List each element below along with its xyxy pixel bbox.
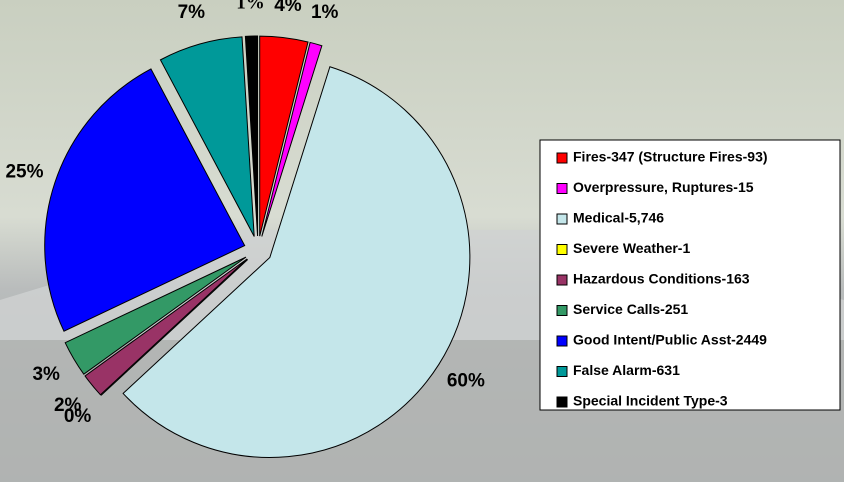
legend-label: Severe Weather-1 [573, 240, 690, 256]
legend-label: False Alarm-631 [573, 362, 680, 378]
data-label: 7% [178, 2, 206, 23]
data-label: 2% [54, 395, 82, 416]
legend-label: Overpressure, Ruptures-15 [573, 179, 754, 195]
legend-label: Hazardous Conditions-163 [573, 271, 750, 287]
data-label: 1% [311, 2, 339, 23]
data-label: 60% [447, 371, 485, 392]
data-label: 1% [236, 0, 265, 13]
legend-swatch [557, 306, 567, 316]
legend-label: Fires-347 (Structure Fires-93) [573, 149, 768, 165]
data-label: 25% [5, 162, 43, 183]
legend-swatch [557, 214, 567, 224]
legend-swatch [557, 153, 567, 163]
legend-label: Good Intent/Public Asst-2449 [573, 332, 767, 348]
legend-label: Medical-5,746 [573, 210, 664, 226]
legend-swatch [557, 184, 567, 194]
data-label: 3% [32, 364, 60, 385]
legend-swatch [557, 275, 567, 285]
legend-swatch [557, 336, 567, 346]
chart: 4%1%60%0%2%3%25%7%1%Fires-347 (Structure… [0, 0, 844, 482]
legend-swatch [557, 245, 567, 255]
legend-swatch [557, 367, 567, 377]
data-label: 4% [274, 0, 302, 16]
legend-swatch [557, 397, 567, 407]
legend-label: Special Incident Type-3 [573, 393, 728, 409]
legend-label: Service Calls-251 [573, 301, 688, 317]
